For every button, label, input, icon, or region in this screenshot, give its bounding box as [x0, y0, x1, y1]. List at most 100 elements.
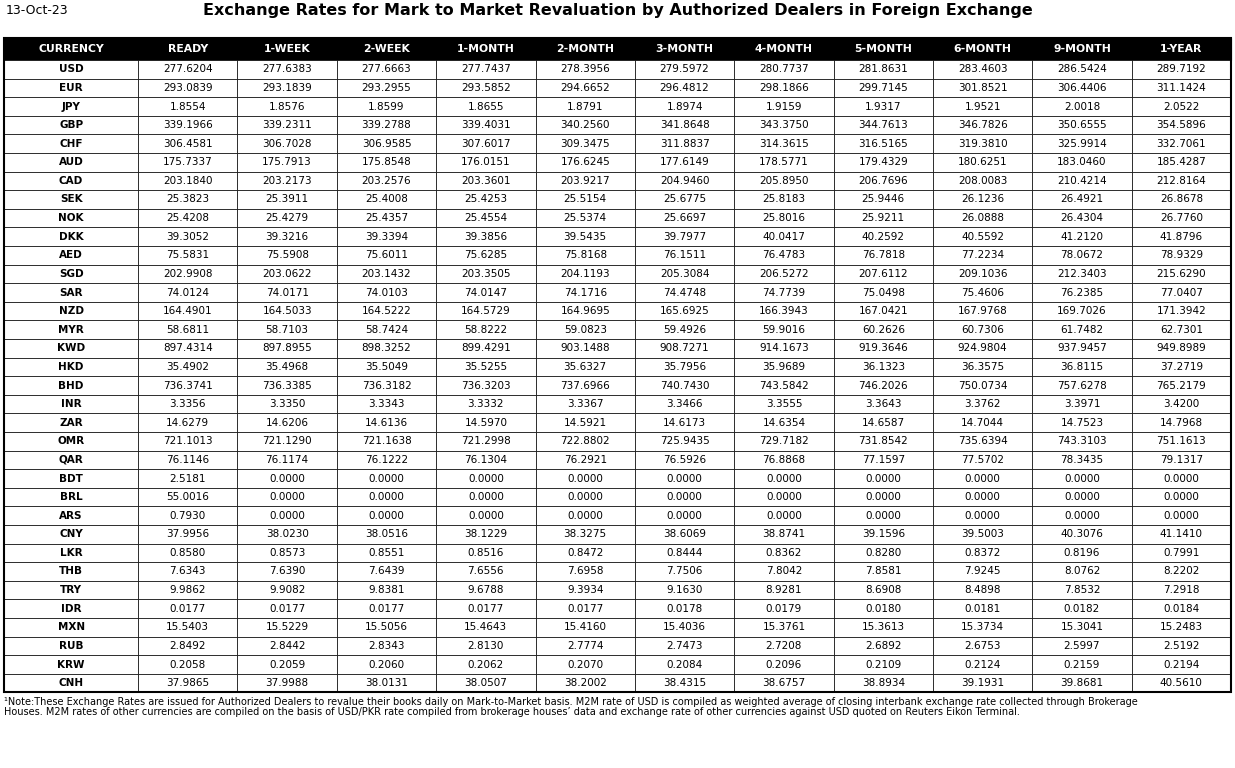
Text: 319.3810: 319.3810 — [958, 139, 1008, 149]
Text: 14.7523: 14.7523 — [1061, 418, 1104, 428]
Bar — [635, 618, 735, 637]
Bar — [932, 525, 1032, 544]
Text: 0.8196: 0.8196 — [1063, 548, 1100, 558]
Text: 898.3252: 898.3252 — [362, 343, 411, 353]
Bar — [635, 38, 735, 60]
Text: 736.3741: 736.3741 — [163, 380, 212, 390]
Text: 0.0000: 0.0000 — [1065, 492, 1100, 502]
Text: ARS: ARS — [59, 511, 83, 521]
Bar — [436, 655, 536, 674]
Text: 25.3823: 25.3823 — [167, 194, 210, 204]
Bar — [1131, 376, 1231, 395]
Text: BRL: BRL — [59, 492, 83, 502]
Bar — [932, 395, 1032, 413]
Bar — [436, 283, 536, 302]
Text: 0.0000: 0.0000 — [468, 492, 504, 502]
Bar — [4, 581, 138, 599]
Bar — [635, 283, 735, 302]
Bar — [635, 432, 735, 451]
Bar — [1032, 153, 1131, 171]
Text: 8.2202: 8.2202 — [1163, 567, 1199, 577]
Bar — [735, 562, 834, 581]
Bar — [834, 376, 932, 395]
Text: 750.0734: 750.0734 — [958, 380, 1008, 390]
Bar — [635, 320, 735, 339]
Text: 309.3475: 309.3475 — [561, 139, 610, 149]
Text: 0.2159: 0.2159 — [1063, 660, 1100, 670]
Text: 3.3971: 3.3971 — [1063, 399, 1100, 409]
Text: 25.4554: 25.4554 — [464, 213, 508, 223]
Bar — [337, 339, 436, 358]
Bar — [138, 302, 237, 320]
Text: 165.6925: 165.6925 — [659, 306, 709, 316]
Text: 25.5374: 25.5374 — [563, 213, 606, 223]
Bar — [337, 413, 436, 432]
Bar — [337, 637, 436, 655]
Bar — [932, 599, 1032, 618]
Bar — [735, 60, 834, 78]
Text: 41.8796: 41.8796 — [1160, 232, 1203, 242]
Text: 2.7774: 2.7774 — [567, 641, 604, 651]
Text: 0.0000: 0.0000 — [766, 492, 802, 502]
Bar — [536, 38, 635, 60]
Bar — [834, 209, 932, 227]
Text: TRY: TRY — [61, 585, 82, 595]
Bar — [4, 395, 138, 413]
Text: DKK: DKK — [59, 232, 84, 242]
Text: JPY: JPY — [62, 101, 80, 111]
Text: 38.6757: 38.6757 — [762, 678, 805, 688]
Bar — [4, 599, 138, 618]
Bar — [834, 562, 932, 581]
Bar — [4, 562, 138, 581]
Bar — [1131, 413, 1231, 432]
Text: 37.2719: 37.2719 — [1160, 362, 1203, 372]
Text: 77.2234: 77.2234 — [961, 250, 1004, 260]
Bar — [436, 116, 536, 134]
Text: SGD: SGD — [59, 269, 84, 279]
Text: 15.3041: 15.3041 — [1061, 622, 1103, 632]
Bar — [735, 134, 834, 153]
Bar — [635, 265, 735, 283]
Bar — [436, 358, 536, 376]
Bar — [536, 544, 635, 562]
Bar — [932, 209, 1032, 227]
Text: NOK: NOK — [58, 213, 84, 223]
Bar — [337, 469, 436, 488]
Bar — [138, 674, 237, 693]
Text: 203.0622: 203.0622 — [262, 269, 312, 279]
Text: 37.9988: 37.9988 — [266, 678, 309, 688]
Bar — [237, 116, 337, 134]
Bar — [4, 525, 138, 544]
Bar — [4, 358, 138, 376]
Text: 40.3076: 40.3076 — [1061, 529, 1103, 539]
Bar — [1032, 618, 1131, 637]
Text: 751.1613: 751.1613 — [1156, 436, 1207, 446]
Text: 0.0000: 0.0000 — [965, 511, 1000, 521]
Bar — [237, 38, 337, 60]
Text: 38.8934: 38.8934 — [862, 678, 905, 688]
Bar — [635, 227, 735, 246]
Text: 38.8741: 38.8741 — [762, 529, 805, 539]
Text: OMR: OMR — [58, 436, 85, 446]
Text: 14.5921: 14.5921 — [563, 418, 606, 428]
Bar — [138, 265, 237, 283]
Text: MXN: MXN — [58, 622, 85, 632]
Text: 206.5272: 206.5272 — [760, 269, 809, 279]
Text: 7.6439: 7.6439 — [368, 567, 405, 577]
Text: 339.4031: 339.4031 — [461, 120, 510, 130]
Bar — [635, 171, 735, 190]
Text: 74.4748: 74.4748 — [663, 287, 706, 297]
Bar — [735, 469, 834, 488]
Text: 15.3613: 15.3613 — [862, 622, 905, 632]
Bar — [536, 302, 635, 320]
Text: 914.1673: 914.1673 — [760, 343, 809, 353]
Bar — [834, 246, 932, 265]
Text: 736.3182: 736.3182 — [362, 380, 411, 390]
Text: 39.3052: 39.3052 — [167, 232, 209, 242]
Bar — [4, 38, 1231, 693]
Text: 39.3216: 39.3216 — [266, 232, 309, 242]
Bar — [337, 618, 436, 637]
Bar — [4, 116, 138, 134]
Text: 25.4208: 25.4208 — [167, 213, 209, 223]
Bar — [237, 320, 337, 339]
